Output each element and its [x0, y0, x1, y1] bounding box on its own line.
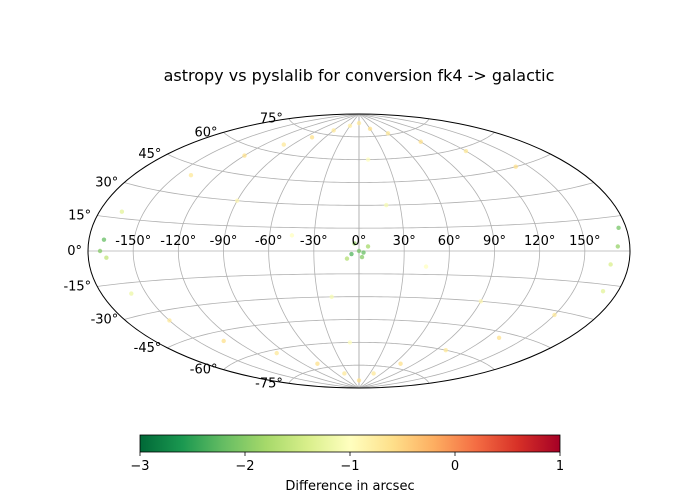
data-point	[344, 256, 350, 261]
data-point	[616, 225, 621, 231]
chart-title: astropy vs pyslalib for conversion fk4 -…	[164, 66, 555, 85]
data-point	[608, 262, 613, 267]
parallel-line	[167, 153, 551, 183]
data-point	[443, 347, 448, 353]
y-tick-label: 60°	[194, 125, 217, 140]
parallel-line	[223, 132, 495, 161]
data-point	[615, 244, 620, 249]
colorbar: −3 −2 −1 0 1 Difference in arcsec	[130, 434, 564, 494]
data-point	[221, 338, 226, 344]
data-point	[242, 153, 247, 158]
data-point	[385, 131, 391, 136]
parallel-line	[167, 319, 551, 349]
x-tick-label: -120°	[160, 234, 196, 249]
y-tick-label: 45°	[138, 147, 161, 162]
data-point	[274, 350, 279, 356]
parallel-line	[288, 118, 430, 138]
parallel-line	[288, 364, 430, 384]
data-point	[315, 361, 320, 366]
data-point	[331, 128, 336, 133]
x-tick-label: 0°	[352, 234, 367, 249]
data-point	[167, 318, 172, 323]
data-point	[478, 299, 484, 304]
x-tick-label: -90°	[210, 234, 238, 249]
parallel-line	[97, 273, 621, 287]
data-point	[119, 209, 125, 214]
data-point	[367, 126, 373, 132]
y-tick-labels: -75° -60° -45° -30° -15° 0° 15° 30° 45° 60° 75°	[63, 112, 282, 392]
y-tick-label: -75°	[255, 376, 283, 391]
data-point	[398, 361, 403, 366]
parallel-line	[97, 215, 621, 229]
y-tick-label: -15°	[63, 280, 91, 295]
parallel-line	[223, 341, 495, 370]
data-point	[281, 142, 286, 147]
y-tick-label: -60°	[190, 363, 218, 378]
data-point	[513, 164, 518, 169]
data-point	[347, 340, 353, 345]
x-tick-label: 120°	[524, 234, 555, 249]
data-point	[356, 120, 362, 126]
data-point	[552, 312, 557, 318]
data-point	[309, 135, 315, 140]
x-tick-label: -30°	[300, 234, 328, 249]
y-tick-label: 75°	[260, 112, 283, 127]
y-tick-label: 15°	[68, 209, 91, 224]
x-tick-label: 150°	[569, 234, 600, 249]
parallel-line	[124, 296, 594, 320]
data-point	[104, 255, 109, 260]
parallel-line	[124, 182, 594, 206]
data-point	[234, 198, 240, 203]
plot-boundary	[87, 113, 631, 389]
x-tick-label: -60°	[255, 234, 283, 249]
x-tick-label: -150°	[115, 234, 151, 249]
x-tick-labels: -150° -120° -90° -60° -30° 0° 30° 60° 90° 120° 150…	[115, 234, 600, 249]
colorbar-tick-label: 1	[556, 459, 564, 474]
data-point	[359, 254, 365, 260]
colorbar-label: Difference in arcsec	[285, 479, 414, 494]
data-point	[352, 241, 357, 246]
colorbar-tick-label: −2	[235, 459, 254, 474]
data-point	[496, 335, 502, 340]
data-point	[361, 250, 366, 255]
data-point	[356, 378, 362, 383]
data-point	[97, 248, 103, 254]
data-point	[365, 244, 371, 249]
data-point	[329, 294, 334, 300]
data-point	[384, 202, 389, 208]
x-tick-label: 30°	[393, 234, 416, 249]
data-point	[365, 157, 371, 162]
data-point	[289, 233, 295, 238]
x-tick-label: 60°	[438, 234, 461, 249]
colorbar-tick-label: 0	[451, 459, 459, 474]
data-point	[356, 248, 362, 254]
data-point	[342, 371, 347, 376]
data-point	[188, 172, 194, 178]
colorbar-gradient	[139, 434, 561, 453]
colorbar-tick-label: −3	[130, 459, 149, 474]
data-point	[418, 139, 423, 144]
data-point	[423, 264, 429, 269]
x-tick-label: 90°	[483, 234, 506, 249]
colorbar-ticks: −3 −2 −1 0 1	[130, 452, 564, 474]
y-tick-label: -30°	[91, 313, 119, 328]
gridlines	[88, 114, 630, 388]
data-point	[349, 251, 354, 257]
data-point	[129, 291, 134, 296]
data-point	[463, 148, 469, 154]
data-point	[101, 237, 107, 242]
y-tick-label: 30°	[95, 176, 118, 191]
y-tick-label: -45°	[134, 341, 162, 356]
data-points	[97, 120, 621, 383]
data-point	[371, 371, 376, 376]
plot-area: -150° -120° -90° -60° -30° 0° 30° 60° 90° 120° 150…	[63, 112, 631, 392]
colorbar-tick-label: −1	[340, 459, 359, 474]
data-point	[600, 289, 606, 294]
data-point	[347, 123, 353, 129]
y-tick-label: 0°	[67, 244, 82, 259]
